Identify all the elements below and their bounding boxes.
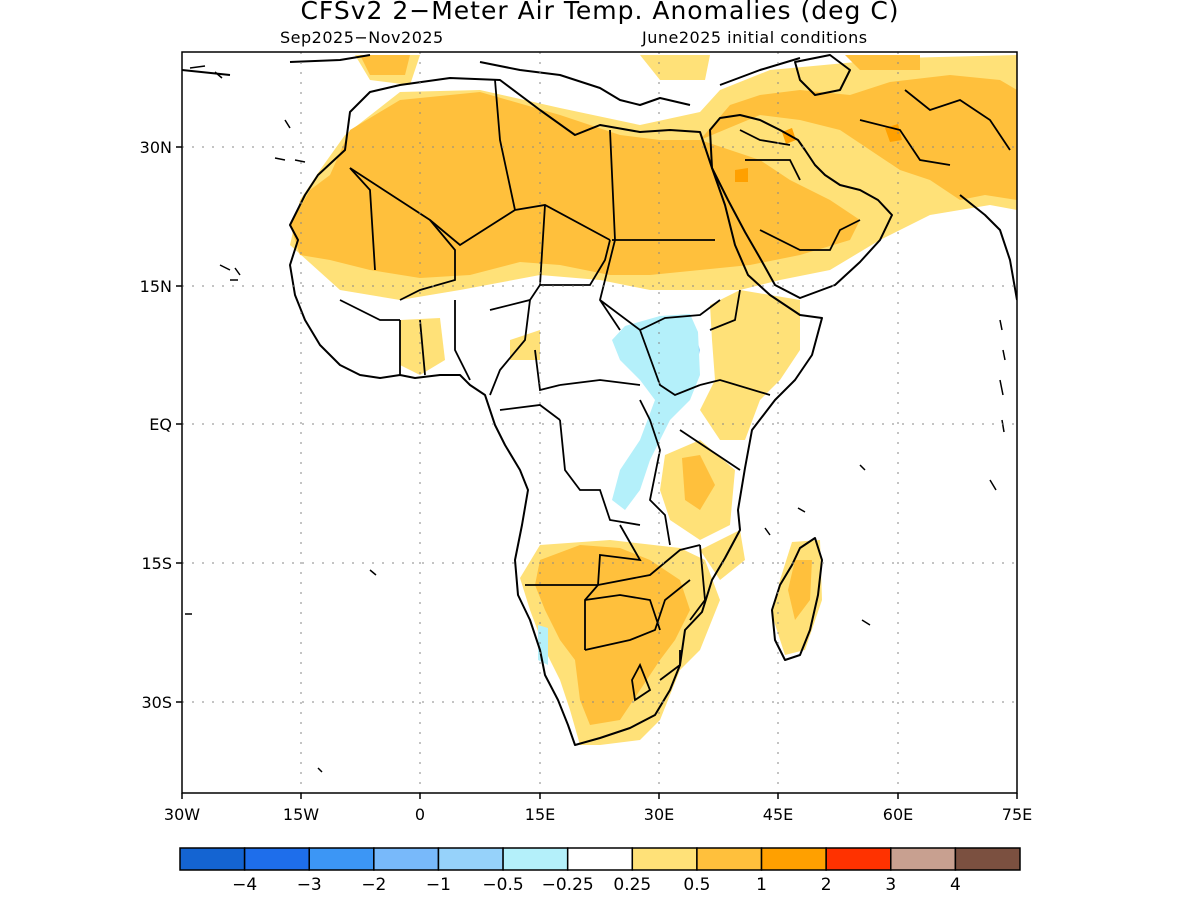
x-axis-ticks xyxy=(181,793,1018,799)
colorbar-segment xyxy=(373,847,440,871)
country-borders xyxy=(339,79,1011,702)
y-axis-labels: 30N 15N EQ 15S 30S xyxy=(140,138,172,712)
madagascar-coastline xyxy=(771,537,823,661)
x-tick-label: 15E xyxy=(525,805,555,824)
anomaly-orange xyxy=(290,55,1017,725)
y-tick-label: EQ xyxy=(149,415,172,434)
colorbar-segment xyxy=(825,847,892,871)
y-tick-label: 15S xyxy=(141,554,172,573)
colorbar-segment xyxy=(696,847,763,871)
colorbar-segment xyxy=(243,847,310,871)
y-tick-label: 30N xyxy=(140,138,172,157)
colorbar: −4 −3 −2 −1 −0.5 −0.25 0.25 0.5 1 2 3 4 xyxy=(179,847,1021,895)
colorbar-segment xyxy=(308,847,375,871)
colorbar-label: 0.5 xyxy=(683,875,710,895)
india-coastline xyxy=(959,194,1017,301)
initial-conditions: June2025 initial conditions xyxy=(642,28,868,47)
colorbar-label: 2 xyxy=(821,875,832,895)
colorbar-label: −2 xyxy=(361,875,386,895)
x-tick-label: 0 xyxy=(415,805,425,824)
coastlines xyxy=(182,54,1017,746)
colorbar-segment xyxy=(437,847,504,871)
x-tick-label: 45E xyxy=(763,805,793,824)
colorbar-label: 1 xyxy=(756,875,767,895)
caspian-red-sea xyxy=(794,54,851,96)
y-axis-ticks xyxy=(176,146,182,703)
colorbar-label: −4 xyxy=(232,875,257,895)
colorbar-label: −3 xyxy=(297,875,322,895)
colorbar-segment xyxy=(179,847,246,871)
arabia-coastline xyxy=(709,114,893,299)
x-tick-label: 30W xyxy=(164,805,200,824)
x-tick-label: 15W xyxy=(283,805,319,824)
islands xyxy=(185,65,1006,773)
x-tick-label: 75E xyxy=(1002,805,1032,824)
colorbar-segment xyxy=(760,847,827,871)
colorbar-segment xyxy=(502,847,569,871)
y-tick-label: 30S xyxy=(141,693,172,712)
colorbar-label: 3 xyxy=(885,875,896,895)
chart-title: CFSv2 2−Meter Air Temp. Anomalies (deg C… xyxy=(300,0,900,25)
y-tick-label: 15N xyxy=(140,277,172,296)
colorbar-segment xyxy=(954,847,1021,871)
colorbar-label: 4 xyxy=(950,875,961,895)
map-area xyxy=(182,52,1017,793)
plot-frame xyxy=(181,51,1018,794)
valid-period: Sep2025−Nov2025 xyxy=(280,28,444,47)
colorbar-segment xyxy=(566,847,634,871)
gridlines xyxy=(182,52,1017,793)
x-tick-label: 30E xyxy=(644,805,674,824)
colorbar-label: −1 xyxy=(426,875,451,895)
colorbar-segment xyxy=(890,847,957,871)
colorbar-label: −0.25 xyxy=(542,875,594,895)
x-tick-label: 60E xyxy=(883,805,913,824)
colorbar-label: −0.5 xyxy=(482,875,523,895)
colorbar-label: 0.25 xyxy=(613,875,651,895)
mediterranean-north xyxy=(182,54,801,106)
colorbar-segment xyxy=(631,847,698,871)
x-axis-labels: 30W 15W 0 15E 30E 45E 60E 75E xyxy=(164,805,1032,824)
